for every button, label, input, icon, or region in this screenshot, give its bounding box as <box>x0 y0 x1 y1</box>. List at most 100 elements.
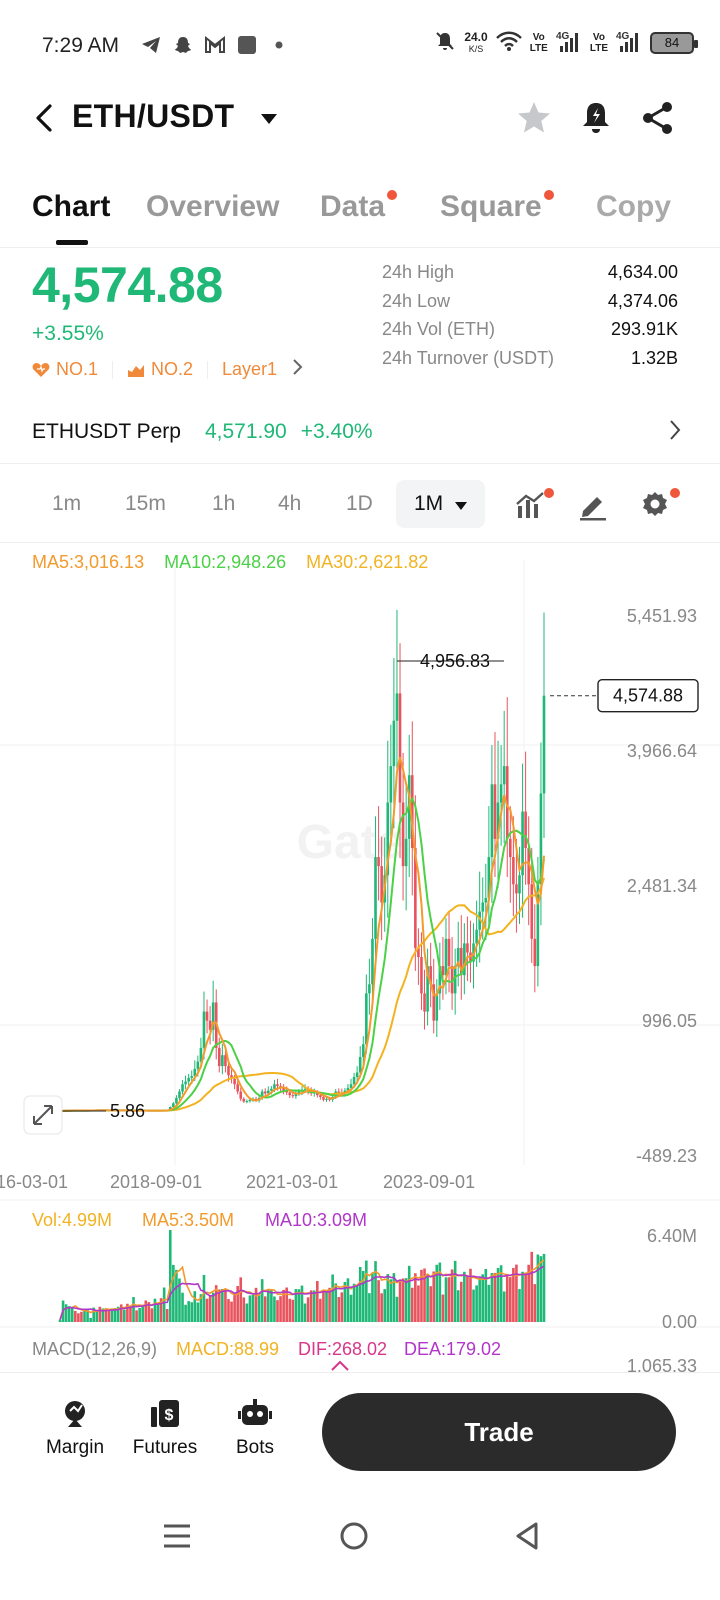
back-icon[interactable] <box>32 98 56 138</box>
perp-change: +3.40% <box>300 420 373 443</box>
volume-bar <box>141 1306 145 1322</box>
interval-1d[interactable]: 1D <box>346 492 373 515</box>
candle <box>233 1078 236 1085</box>
candle <box>456 947 460 967</box>
candle <box>361 1044 365 1057</box>
chevron-right-icon[interactable] <box>668 418 682 448</box>
interval-1m[interactable]: 1m <box>52 492 82 515</box>
tab-data[interactable]: Data <box>320 190 398 224</box>
candle <box>242 1098 246 1102</box>
tab-square[interactable]: Square <box>440 190 554 224</box>
volume-bar <box>251 1294 255 1322</box>
volume-bar <box>377 1280 380 1322</box>
volume-bar <box>444 1277 448 1322</box>
candle <box>205 1011 209 1021</box>
volume-bar <box>144 1300 148 1322</box>
volume-bar <box>153 1298 157 1322</box>
volume-bar <box>172 1264 175 1322</box>
sim2-label: Vo LTE <box>589 31 608 54</box>
candle <box>365 993 368 1045</box>
candle <box>303 1088 307 1090</box>
tab-overview[interactable]: Overview <box>146 190 280 223</box>
candle <box>515 884 518 894</box>
volume-bar <box>135 1310 138 1322</box>
volume-bar <box>521 1271 524 1322</box>
tab-chart[interactable]: Chart <box>32 190 111 223</box>
share-icon[interactable] <box>638 98 678 138</box>
candle <box>346 1087 350 1091</box>
ma10-label: MA10:2,948.26 <box>164 552 287 572</box>
badge-no2[interactable]: NO.2 <box>127 359 193 380</box>
volume-bar <box>217 1289 221 1322</box>
volume-bar <box>98 1306 102 1322</box>
status-time: 7:29 AM <box>42 34 120 57</box>
volume-bar <box>285 1287 288 1322</box>
star-icon[interactable] <box>514 98 554 138</box>
volume-bar <box>472 1289 475 1322</box>
volume-bar <box>429 1286 432 1322</box>
badge-no1[interactable]: NO.1 <box>32 359 98 380</box>
volume-bar <box>536 1254 540 1322</box>
volume-bar <box>395 1296 399 1322</box>
gear-icon[interactable] <box>638 488 672 522</box>
candle <box>377 857 380 867</box>
volume-bar <box>260 1279 264 1322</box>
expand-icon[interactable] <box>23 1095 63 1135</box>
badge-layer1[interactable]: Layer1 <box>222 359 278 379</box>
indicators-icon[interactable] <box>514 488 548 522</box>
perp-row[interactable]: ETHUSDT Perp 4,571.90 +3.40% <box>32 420 682 444</box>
volume-bar <box>205 1298 209 1322</box>
caret-down-icon[interactable] <box>260 112 278 130</box>
interval-4h[interactable]: 4h <box>278 492 302 515</box>
volume-bar <box>404 1278 408 1322</box>
volume-bar <box>196 1302 200 1322</box>
volume-bar <box>267 1289 270 1322</box>
net-speed: 24.0 K/S <box>464 29 488 54</box>
ma5-line <box>59 756 545 1112</box>
volume-bar <box>380 1293 383 1322</box>
chevron-right-icon[interactable] <box>291 358 303 381</box>
home-icon[interactable] <box>334 1516 374 1556</box>
volume-bar <box>407 1265 411 1322</box>
candle <box>398 693 402 803</box>
max-price-label: 4,956.83 <box>420 651 490 671</box>
rank-badges[interactable]: NO.1 NO.2 Layer1 <box>32 358 303 381</box>
volume-bar <box>67 1306 71 1322</box>
page-title[interactable]: ETH/USDT <box>72 98 235 134</box>
interval-1M[interactable]: 1M <box>396 480 486 528</box>
volume-bar <box>162 1287 166 1322</box>
margin-button[interactable]: Margin <box>30 1397 120 1459</box>
candle <box>487 857 491 898</box>
battery-icon: 84 <box>650 31 698 54</box>
tab-copy[interactable]: Copy <box>596 190 671 223</box>
futures-button[interactable]: $ Futures <box>120 1397 210 1459</box>
volume-bar <box>432 1271 436 1322</box>
menu-icon[interactable] <box>157 1516 197 1556</box>
volume-bar <box>254 1287 258 1322</box>
volume-bar <box>276 1300 279 1322</box>
interval-15m[interactable]: 15m <box>125 492 166 515</box>
ma30-line <box>59 877 545 1112</box>
volume-bars <box>58 1230 546 1322</box>
volume-bar <box>86 1309 89 1322</box>
bots-button[interactable]: Bots <box>210 1397 300 1459</box>
volume-bar <box>306 1297 310 1322</box>
trade-button[interactable]: Trade <box>322 1393 676 1471</box>
volume-bar <box>132 1297 135 1322</box>
volume-bar <box>303 1303 307 1322</box>
price-chart[interactable]: Gate 5,451.93 3,966.64 2,481.34 996.05 -… <box>0 540 720 1372</box>
bottom-action-bar: Margin $ Futures Bots Trade <box>0 1372 720 1492</box>
app-header: ETH/USDT <box>0 88 720 148</box>
volume-bar <box>337 1297 341 1322</box>
candle <box>221 1055 224 1067</box>
interval-1h[interactable]: 1h <box>212 492 236 515</box>
draw-pen-icon[interactable] <box>576 488 610 522</box>
candle <box>294 1093 298 1097</box>
candle <box>316 1092 319 1096</box>
candle <box>260 1091 264 1098</box>
candle <box>392 720 396 767</box>
alert-bell-icon[interactable] <box>576 98 616 138</box>
volume-bar <box>383 1289 387 1322</box>
volume-bar <box>282 1289 285 1322</box>
back-nav-icon[interactable] <box>508 1516 548 1556</box>
